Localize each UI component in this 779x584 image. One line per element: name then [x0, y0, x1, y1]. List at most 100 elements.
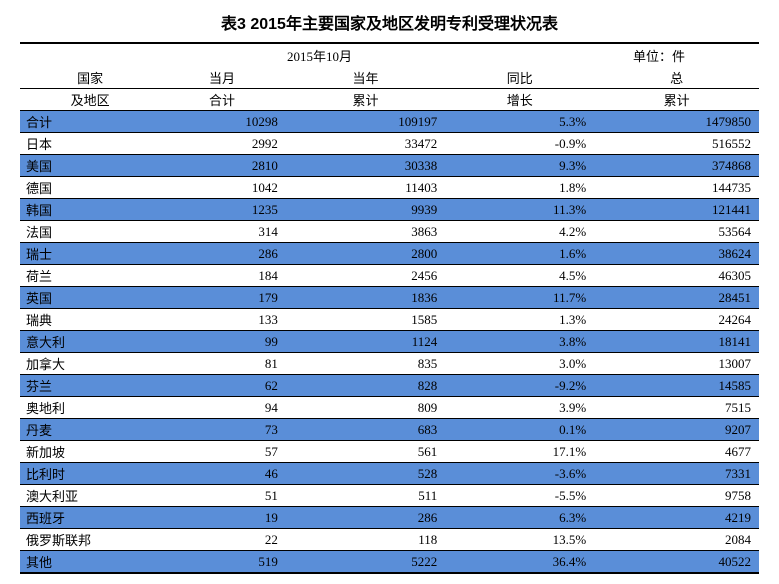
- table-row: 奥地利948093.9%7515: [20, 397, 759, 419]
- cell-month: 2992: [158, 133, 286, 155]
- table-row: 意大利9911243.8%18141: [20, 331, 759, 353]
- cell-yoy: 11.3%: [445, 199, 594, 221]
- cell-month: 179: [158, 287, 286, 309]
- header-row-2: 及地区 合计 累计 增长 累计: [20, 89, 759, 111]
- patent-table: 国家 当月 当年 同比 总 及地区 合计 累计 增长 累计 合计10298109…: [20, 67, 759, 574]
- cell-yoy: -5.5%: [445, 485, 594, 507]
- cell-month: 62: [158, 375, 286, 397]
- table-row: 法国31438634.2%53564: [20, 221, 759, 243]
- table-row: 比利时46528-3.6%7331: [20, 463, 759, 485]
- cell-country: 西班牙: [20, 507, 158, 529]
- hdr-month-2: 合计: [158, 89, 286, 111]
- cell-month: 51: [158, 485, 286, 507]
- cell-total: 7331: [594, 463, 759, 485]
- cell-total: 121441: [594, 199, 759, 221]
- table-row: 西班牙192866.3%4219: [20, 507, 759, 529]
- cell-total: 28451: [594, 287, 759, 309]
- cell-year: 561: [286, 441, 445, 463]
- cell-country: 德国: [20, 177, 158, 199]
- cell-month: 1042: [158, 177, 286, 199]
- cell-yoy: 1.6%: [445, 243, 594, 265]
- cell-year: 511: [286, 485, 445, 507]
- cell-year: 30338: [286, 155, 445, 177]
- cell-month: 10298: [158, 111, 286, 133]
- cell-year: 2456: [286, 265, 445, 287]
- cell-year: 1836: [286, 287, 445, 309]
- table-row: 丹麦736830.1%9207: [20, 419, 759, 441]
- table-body: 合计102981091975.3%1479850日本299233472-0.9%…: [20, 111, 759, 574]
- cell-month: 286: [158, 243, 286, 265]
- cell-month: 57: [158, 441, 286, 463]
- cell-month: 73: [158, 419, 286, 441]
- hdr-total-2: 累计: [594, 89, 759, 111]
- cell-yoy: 5.3%: [445, 111, 594, 133]
- cell-yoy: 3.9%: [445, 397, 594, 419]
- cell-total: 24264: [594, 309, 759, 331]
- header-row-1: 国家 当月 当年 同比 总: [20, 67, 759, 89]
- cell-month: 19: [158, 507, 286, 529]
- hdr-country-1: 国家: [20, 67, 158, 89]
- cell-yoy: 17.1%: [445, 441, 594, 463]
- cell-country: 澳大利亚: [20, 485, 158, 507]
- hdr-yoy-1: 同比: [445, 67, 594, 89]
- cell-yoy: 3.8%: [445, 331, 594, 353]
- hdr-country-2: 及地区: [20, 89, 158, 111]
- table-row: 新加坡5756117.1%4677: [20, 441, 759, 463]
- cell-country: 芬兰: [20, 375, 158, 397]
- cell-country: 英国: [20, 287, 158, 309]
- cell-year: 683: [286, 419, 445, 441]
- cell-country: 奥地利: [20, 397, 158, 419]
- cell-total: 516552: [594, 133, 759, 155]
- cell-total: 40522: [594, 551, 759, 574]
- cell-month: 133: [158, 309, 286, 331]
- hdr-year-2: 累计: [286, 89, 445, 111]
- cell-year: 2800: [286, 243, 445, 265]
- table-row: 英国179183611.7%28451: [20, 287, 759, 309]
- table-row: 加拿大818353.0%13007: [20, 353, 759, 375]
- cell-month: 81: [158, 353, 286, 375]
- cell-country: 意大利: [20, 331, 158, 353]
- cell-year: 9939: [286, 199, 445, 221]
- cell-total: 4219: [594, 507, 759, 529]
- hdr-year-1: 当年: [286, 67, 445, 89]
- cell-yoy: 1.8%: [445, 177, 594, 199]
- cell-yoy: 6.3%: [445, 507, 594, 529]
- cell-yoy: -9.2%: [445, 375, 594, 397]
- table-row: 合计102981091975.3%1479850: [20, 111, 759, 133]
- cell-yoy: 9.3%: [445, 155, 594, 177]
- cell-total: 13007: [594, 353, 759, 375]
- cell-country: 俄罗斯联邦: [20, 529, 158, 551]
- cell-country: 瑞士: [20, 243, 158, 265]
- cell-month: 314: [158, 221, 286, 243]
- cell-month: 184: [158, 265, 286, 287]
- cell-month: 94: [158, 397, 286, 419]
- cell-month: 99: [158, 331, 286, 353]
- cell-month: 22: [158, 529, 286, 551]
- cell-total: 1479850: [594, 111, 759, 133]
- cell-total: 144735: [594, 177, 759, 199]
- cell-country: 法国: [20, 221, 158, 243]
- cell-country: 合计: [20, 111, 158, 133]
- table-row: 瑞典13315851.3%24264: [20, 309, 759, 331]
- cell-yoy: 4.5%: [445, 265, 594, 287]
- cell-country: 比利时: [20, 463, 158, 485]
- cell-total: 374868: [594, 155, 759, 177]
- hdr-month-1: 当月: [158, 67, 286, 89]
- cell-country: 荷兰: [20, 265, 158, 287]
- cell-year: 809: [286, 397, 445, 419]
- cell-yoy: 4.2%: [445, 221, 594, 243]
- cell-year: 286: [286, 507, 445, 529]
- cell-total: 4677: [594, 441, 759, 463]
- cell-year: 528: [286, 463, 445, 485]
- cell-total: 14585: [594, 375, 759, 397]
- cell-year: 3863: [286, 221, 445, 243]
- cell-total: 46305: [594, 265, 759, 287]
- cell-year: 11403: [286, 177, 445, 199]
- table-row: 其他519522236.4%40522: [20, 551, 759, 574]
- cell-yoy: 11.7%: [445, 287, 594, 309]
- table-row: 瑞士28628001.6%38624: [20, 243, 759, 265]
- cell-country: 新加坡: [20, 441, 158, 463]
- cell-total: 53564: [594, 221, 759, 243]
- cell-country: 日本: [20, 133, 158, 155]
- cell-year: 118: [286, 529, 445, 551]
